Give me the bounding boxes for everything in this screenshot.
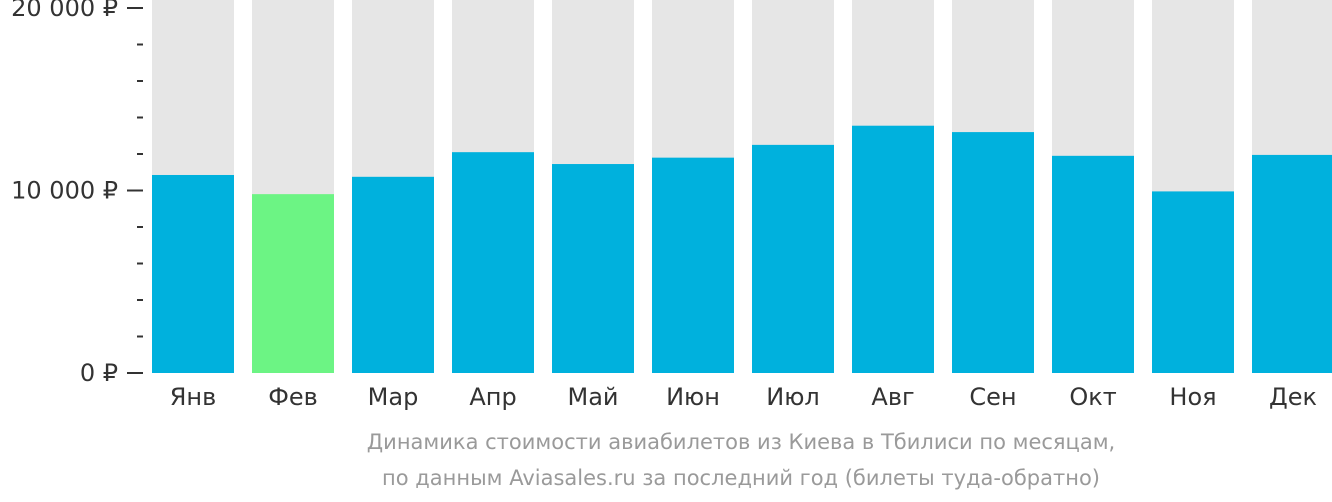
bar-8 — [852, 125, 934, 374]
x-tick-label: Ноя — [1169, 383, 1216, 411]
x-tick-label: Апр — [469, 383, 516, 411]
bar-10 — [1052, 155, 1134, 373]
x-tick-label: Сен — [969, 383, 1016, 411]
x-tick-label: Фев — [268, 383, 318, 411]
y-tick-label: 0 ₽ — [80, 359, 118, 387]
bar-1 — [152, 174, 234, 373]
bar-6 — [652, 157, 734, 373]
x-tick-label: Дек — [1269, 383, 1317, 411]
chart-caption-line-2: по данным Aviasales.ru за последний год … — [382, 466, 1100, 490]
x-tick-label: Июл — [766, 383, 820, 411]
x-tick-label: Авг — [871, 383, 914, 411]
chart-caption-line-1: Динамика стоимости авиабилетов из Киева … — [366, 430, 1116, 454]
bar-11 — [1152, 191, 1234, 373]
y-tick-label: 20 000 ₽ — [11, 0, 118, 22]
price-bar-chart: Янв Фев Мар Апр Май Июн Июл Авг Сен Окт Ноя Дек 20 0… — [11, 0, 1332, 411]
bar-3 — [352, 176, 434, 373]
bar-7 — [752, 144, 834, 373]
bar-12 — [1252, 154, 1332, 373]
x-tick-label: Июн — [666, 383, 720, 411]
bar-5 — [552, 164, 634, 373]
bar-2 — [252, 194, 334, 373]
x-tick-label: Май — [567, 383, 618, 411]
y-tick-label: 10 000 ₽ — [11, 177, 118, 205]
x-tick-label: Янв — [170, 383, 217, 411]
x-tick-label: Мар — [368, 383, 419, 411]
bar-9 — [952, 132, 1034, 373]
x-tick-label: Окт — [1069, 383, 1116, 411]
bar-4 — [452, 152, 534, 373]
